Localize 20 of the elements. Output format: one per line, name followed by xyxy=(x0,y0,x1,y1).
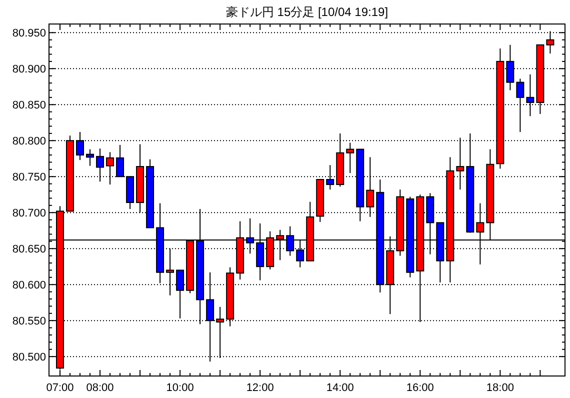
y-tick-label: 80.850 xyxy=(12,100,46,112)
y-tick-label: 80.500 xyxy=(12,352,46,364)
y-tick-label: 80.700 xyxy=(12,208,46,220)
candlestick xyxy=(346,142,354,174)
y-tick-label: 80.900 xyxy=(12,64,46,76)
y-tick-label: 80.800 xyxy=(12,136,46,148)
x-tick-label: 18:00 xyxy=(486,382,514,394)
x-tick-label: 16:00 xyxy=(406,382,434,394)
x-tick-label: 14:00 xyxy=(326,382,354,394)
candlestick xyxy=(86,148,94,166)
x-tick-label: 07:00 xyxy=(46,382,74,394)
y-tick-label: 80.750 xyxy=(12,172,46,184)
x-tick-label: 08:00 xyxy=(86,382,114,394)
y-tick-label: 80.950 xyxy=(12,28,46,40)
y-tick-label: 80.550 xyxy=(12,316,46,328)
x-tick-label: 10:00 xyxy=(166,382,194,394)
y-tick-label: 80.600 xyxy=(12,280,46,292)
chart-title: 豪ドル円 15分足 [10/04 19:19] xyxy=(226,5,388,19)
y-tick-label: 80.650 xyxy=(12,244,46,256)
x-tick-label: 12:00 xyxy=(246,382,274,394)
